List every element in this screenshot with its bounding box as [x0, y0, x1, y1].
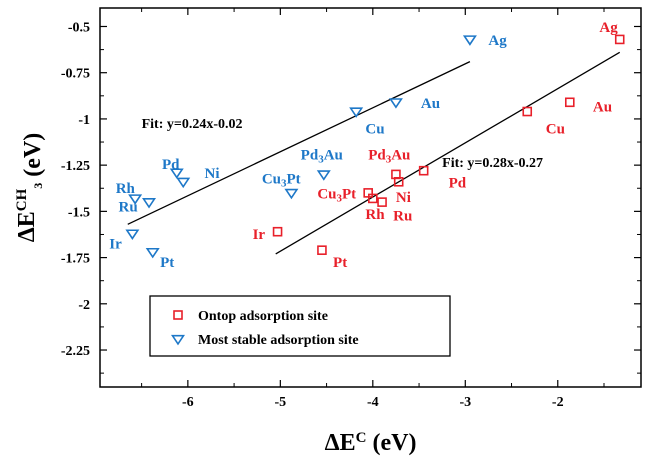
stable-point-label: Rh — [116, 181, 136, 197]
stable-point-label: Pt — [160, 255, 174, 271]
ontop-point-label: Ir — [253, 227, 266, 243]
ontop-marker — [272, 226, 283, 237]
legend-marker — [171, 334, 185, 346]
y-tick-label: -2 — [78, 298, 90, 313]
stable-point-label: Au — [421, 96, 440, 112]
x-axis-title: ΔEC (eV) — [325, 430, 417, 456]
fit-line — [127, 61, 471, 225]
stable-marker — [284, 188, 299, 200]
plot-border — [99, 7, 642, 388]
stable-marker — [145, 247, 160, 259]
stable-point-label: Pd — [162, 157, 180, 173]
stable-marker — [128, 194, 143, 205]
stable-point-label: Ru — [118, 199, 137, 215]
legend-box — [149, 295, 451, 357]
y-axis-title: ΔECH3 (eV) — [14, 133, 46, 243]
fit-line — [275, 51, 621, 255]
stable-marker — [176, 177, 191, 189]
ontop-point-label: Ag — [599, 20, 618, 36]
legend: Ontop adsorption site Most stable adsorpt… — [149, 295, 451, 357]
stable-marker — [169, 168, 184, 179]
ontop-marker — [418, 165, 429, 176]
data-markers — [125, 34, 625, 259]
stable-marker — [388, 98, 403, 109]
axis-ticks — [100, 8, 641, 387]
axis-titles: ΔEC (eV) ΔECH3 (eV) — [14, 133, 416, 456]
y-tick-label: -1.5 — [68, 205, 90, 220]
ontop-point-label: Cu — [546, 122, 565, 138]
ontop-marker — [522, 106, 533, 117]
x-tick-label: -2 — [552, 395, 564, 410]
stable-marker — [316, 170, 331, 181]
stable-point-label: Pd3Au — [301, 148, 343, 166]
legend-marker — [173, 310, 183, 320]
y-tick-label: -0.75 — [61, 67, 90, 82]
stable-marker — [349, 107, 364, 118]
stable-point-label: Cu3Pt — [262, 172, 301, 190]
y-tick-labels: -0.5 -0.75 -1 -1.25 -1.5 -1.75 -2 -2.25 — [61, 20, 90, 359]
fit-label: Fit: y=0.24x-0.02 — [142, 117, 243, 132]
x-tick-label: -5 — [274, 395, 286, 410]
x-tick-labels: -6 -5 -4 -3 -2 — [182, 395, 564, 410]
fit-lines: Fit: y=0.24x-0.02 Fit: y=0.28x-0.27 — [127, 51, 621, 255]
x-tick-label: -3 — [459, 395, 471, 410]
ontop-point-label: Pt — [333, 255, 347, 271]
ontop-point-label: Rh — [365, 207, 385, 223]
stable-point-label: Ir — [109, 236, 122, 252]
y-tick-label: -0.5 — [68, 20, 90, 35]
plot-frame — [99, 7, 642, 388]
stable-point-label: Ag — [488, 33, 507, 49]
y-tick-label: -1 — [78, 113, 90, 128]
x-tick-label: -6 — [182, 395, 194, 410]
stable-marker — [125, 229, 140, 240]
ontop-point-label: Ni — [396, 190, 411, 206]
ontop-point-label: Pd — [449, 175, 467, 191]
point-labels: AgAuCuPd3AuPdNiCu3PtRuRhIrPtAgAuCuPd3AuC… — [109, 20, 618, 271]
legend-entry: Most stable adsorption site — [198, 333, 359, 348]
stable-point-label: Ni — [205, 166, 220, 182]
stable-marker — [142, 198, 157, 209]
fit-label: Fit: y=0.28x-0.27 — [442, 156, 543, 171]
ontop-point-label: Cu3Pt — [317, 186, 356, 204]
stable-point-label: Cu — [365, 122, 384, 138]
ontop-marker — [317, 245, 327, 255]
ontop-marker — [564, 97, 575, 108]
ontop-marker — [368, 193, 378, 204]
y-tick-label: -2.25 — [61, 344, 90, 359]
ontop-point-label: Ru — [393, 209, 412, 225]
y-tick-label: -1.25 — [61, 159, 90, 174]
stable-marker — [462, 35, 477, 46]
y-tick-label: -1.75 — [61, 252, 90, 267]
legend-entry: Ontop adsorption site — [198, 309, 328, 324]
x-tick-label: -4 — [367, 395, 379, 410]
ontop-point-label: Au — [593, 100, 612, 116]
ontop-marker — [377, 197, 387, 207]
ontop-marker — [393, 176, 404, 187]
ontop-marker — [614, 34, 625, 45]
ontop-point-label: Pd3Au — [368, 148, 410, 166]
